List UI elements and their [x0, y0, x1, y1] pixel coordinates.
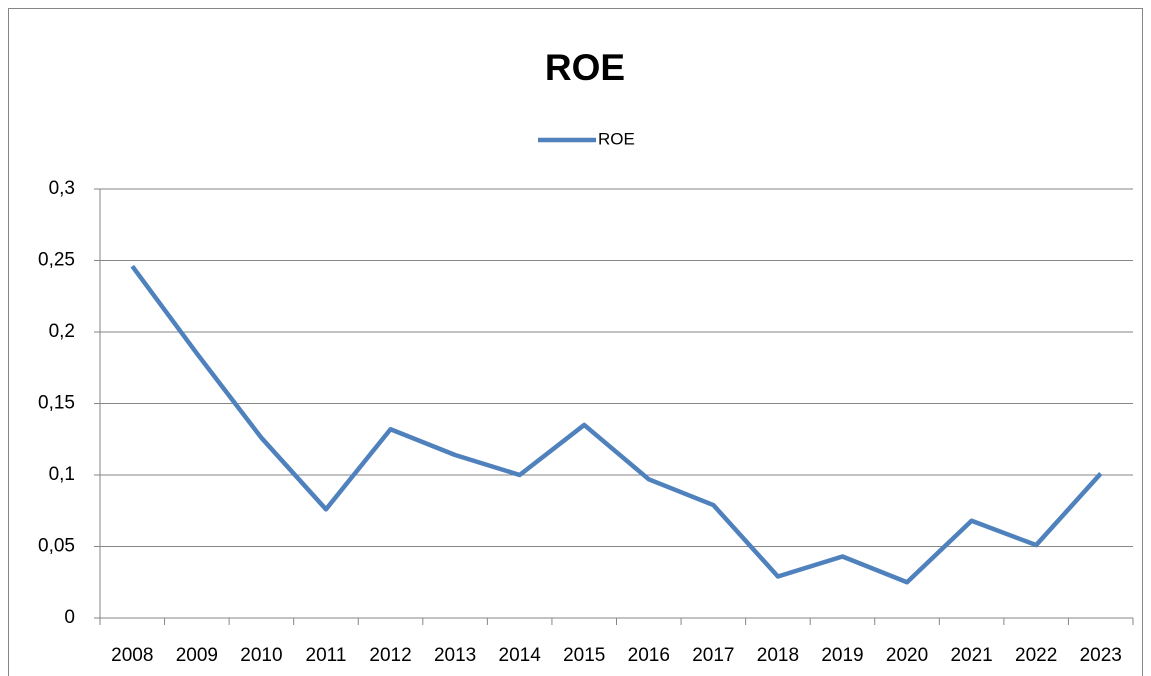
y-tick-label: 0,25	[38, 250, 75, 271]
x-tick-label: 2012	[369, 645, 411, 666]
line-series	[130, 264, 1103, 585]
y-tick-label: 0,1	[49, 464, 75, 485]
chart-border	[8, 8, 1143, 676]
x-tick-label: 2014	[499, 645, 542, 666]
x-tick-label: 2013	[434, 645, 476, 666]
x-tick-label: 2021	[950, 645, 992, 666]
x-tick-label: 2019	[821, 645, 863, 666]
x-tick-label: 2023	[1080, 645, 1122, 666]
y-tick-label: 0,15	[38, 393, 75, 414]
x-tick-label: 2018	[757, 645, 799, 666]
y-tick-label: 0	[64, 607, 75, 628]
x-tick-label: 2010	[240, 645, 282, 666]
x-tick-label: 2022	[1015, 645, 1057, 666]
x-tick-label: 2020	[886, 645, 928, 666]
x-tick-label: 2009	[176, 645, 218, 666]
x-tick-label: 2011	[306, 645, 347, 666]
chart-title: ROE	[545, 47, 625, 88]
legend-label: ROE	[598, 129, 635, 148]
x-tick-label: 2017	[692, 645, 734, 666]
x-tick-label: 2015	[563, 645, 605, 666]
x-tick-label: 2008	[111, 645, 153, 666]
y-tick-label: 0,3	[49, 178, 75, 199]
y-tick-label: 0,2	[49, 321, 75, 342]
x-tick-label: 2016	[628, 645, 670, 666]
y-tick-label: 0,05	[38, 536, 75, 557]
